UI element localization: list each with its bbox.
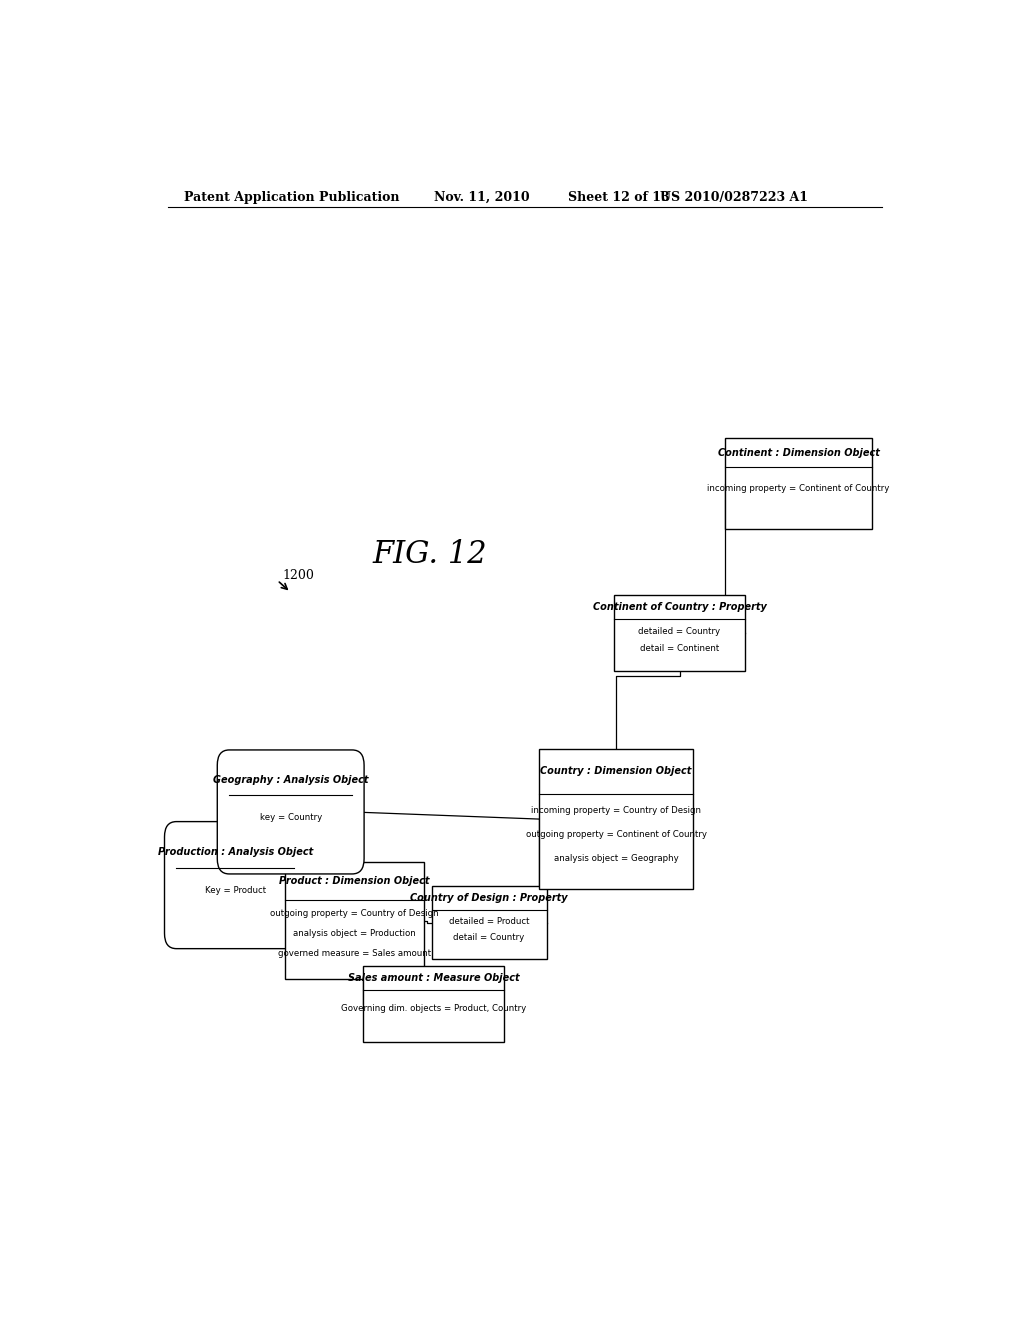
- Text: detail = Continent: detail = Continent: [640, 644, 719, 653]
- Text: analysis object = Production: analysis object = Production: [293, 929, 416, 939]
- Text: detailed = Country: detailed = Country: [639, 627, 721, 636]
- Text: governed measure = Sales amount: governed measure = Sales amount: [278, 949, 431, 958]
- Text: Country of Design : Property: Country of Design : Property: [411, 892, 568, 903]
- FancyBboxPatch shape: [614, 595, 745, 671]
- Text: Geography : Analysis Object: Geography : Analysis Object: [213, 775, 369, 785]
- Text: detailed = Product: detailed = Product: [449, 916, 529, 925]
- Text: Product : Dimension Object: Product : Dimension Object: [279, 876, 429, 886]
- Text: Sales amount : Measure Object: Sales amount : Measure Object: [348, 973, 519, 983]
- FancyBboxPatch shape: [725, 438, 872, 529]
- Text: US 2010/0287223 A1: US 2010/0287223 A1: [659, 190, 808, 203]
- Text: key = Country: key = Country: [259, 813, 322, 822]
- FancyBboxPatch shape: [217, 750, 365, 874]
- Text: Production : Analysis Object: Production : Analysis Object: [158, 847, 312, 857]
- FancyBboxPatch shape: [362, 966, 504, 1043]
- Text: Continent : Dimension Object: Continent : Dimension Object: [718, 447, 880, 458]
- Text: analysis object = Geography: analysis object = Geography: [554, 854, 679, 863]
- Text: Key = Product: Key = Product: [205, 886, 265, 895]
- FancyBboxPatch shape: [539, 748, 693, 890]
- Text: FIG. 12: FIG. 12: [373, 540, 486, 570]
- Text: Governing dim. objects = Product, Country: Governing dim. objects = Product, Countr…: [341, 1005, 526, 1012]
- FancyBboxPatch shape: [285, 862, 424, 979]
- Text: incoming property = Country of Design: incoming property = Country of Design: [531, 807, 701, 814]
- Text: incoming property = Continent of Country: incoming property = Continent of Country: [708, 484, 890, 494]
- Text: 1200: 1200: [283, 569, 314, 582]
- Text: Sheet 12 of 13: Sheet 12 of 13: [568, 190, 670, 203]
- Text: outgoing property = Country of Design: outgoing property = Country of Design: [270, 909, 438, 919]
- Text: Patent Application Publication: Patent Application Publication: [183, 190, 399, 203]
- Text: Country : Dimension Object: Country : Dimension Object: [541, 767, 692, 776]
- Text: outgoing property = Continent of Country: outgoing property = Continent of Country: [525, 830, 707, 838]
- FancyBboxPatch shape: [431, 886, 547, 960]
- FancyBboxPatch shape: [165, 821, 306, 949]
- Text: Nov. 11, 2010: Nov. 11, 2010: [433, 190, 529, 203]
- Text: detail = Country: detail = Country: [454, 933, 524, 942]
- Text: Continent of Country : Property: Continent of Country : Property: [593, 602, 767, 612]
